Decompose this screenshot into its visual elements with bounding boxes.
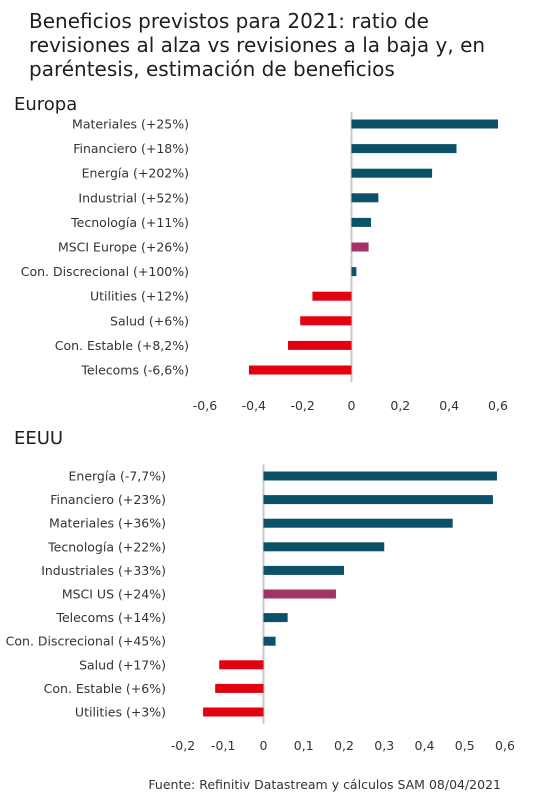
chart-eeuu: Energía (-7,7%) Financiero (+23%) Material…	[6, 464, 515, 753]
category-label: Con. Estable (+8,2%)	[55, 338, 189, 353]
bar	[300, 316, 352, 326]
x-tick-label: -0,2	[290, 398, 314, 413]
category-label: Materiales (+36%)	[49, 516, 166, 531]
bar	[263, 636, 276, 646]
category-label: Telecoms (+14%)	[55, 610, 166, 625]
bar	[263, 589, 336, 599]
category-label: Tecnología (+11%)	[70, 215, 189, 230]
x-tick-label: 0,1	[294, 738, 314, 753]
category-label: Financiero (+23%)	[50, 492, 166, 507]
bar	[351, 267, 357, 277]
x-tick-label: 0	[348, 398, 356, 413]
x-tick-label: 0	[260, 738, 268, 753]
bar	[263, 613, 288, 623]
bar	[263, 542, 385, 552]
bar	[263, 518, 453, 528]
category-label: Tecnología (+22%)	[47, 539, 166, 554]
category-label: Con. Estable (+6%)	[44, 681, 166, 696]
category-label: Energía (+202%)	[82, 166, 189, 181]
bar	[219, 660, 264, 670]
category-label: Salud (+17%)	[79, 657, 166, 672]
category-label: Salud (+6%)	[110, 313, 189, 328]
bar	[248, 365, 352, 375]
category-label: Materiales (+25%)	[72, 117, 189, 132]
category-label: Financiero (+18%)	[73, 141, 189, 156]
x-tick-label: 0,6	[488, 398, 508, 413]
x-tick-label: -0,2	[171, 738, 195, 753]
bar	[263, 471, 497, 481]
x-tick-label: 0,4	[439, 398, 459, 413]
bar	[312, 291, 352, 301]
x-tick-label: -0,1	[211, 738, 235, 753]
category-label: MSCI Europe (+26%)	[58, 240, 189, 255]
bar	[215, 683, 264, 693]
x-tick-label: 0,4	[415, 738, 435, 753]
category-label: Con. Discrecional (+45%)	[6, 634, 166, 649]
chart-title: Beneficios previstos para 2021: ratio de…	[29, 9, 486, 81]
bar	[351, 193, 379, 203]
category-label: MSCI US (+24%)	[62, 587, 166, 602]
bar	[263, 495, 493, 505]
category-label: Energía (-7,7%)	[69, 469, 167, 484]
bar	[351, 144, 457, 154]
category-label: Industriales (+33%)	[41, 563, 166, 578]
x-tick-label: 0,3	[374, 738, 394, 753]
category-label: Telecoms (-6,6%)	[80, 363, 189, 378]
category-label: Utilities (+3%)	[75, 705, 166, 720]
chart-europa: Materiales (+25%) Financiero (+18%) Energí…	[21, 111, 508, 413]
bar	[203, 707, 264, 717]
x-tick-label: 0,6	[495, 738, 515, 753]
bar	[351, 242, 369, 252]
bar	[351, 217, 372, 227]
x-tick-label: 0,2	[334, 738, 354, 753]
x-tick-label: -0,6	[193, 398, 217, 413]
source-note: Fuente: Refinitiv Datastream y cálculos …	[148, 777, 501, 792]
category-label: Industrial (+52%)	[78, 190, 189, 205]
x-tick-label: -0,4	[242, 398, 266, 413]
bar	[351, 168, 433, 178]
bar	[288, 340, 352, 350]
x-tick-label: 0,5	[455, 738, 475, 753]
bar	[351, 119, 498, 129]
category-label: Con. Discrecional (+100%)	[21, 264, 189, 279]
x-tick-label: 0,2	[390, 398, 410, 413]
panel-label-europa: Europa	[14, 94, 78, 115]
panel-label-eeuu: EEUU	[14, 428, 64, 449]
category-label: Utilities (+12%)	[90, 289, 189, 304]
bar	[263, 565, 344, 575]
